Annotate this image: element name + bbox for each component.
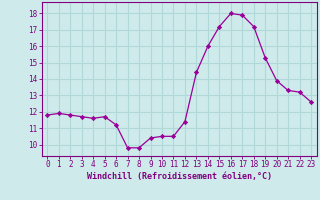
X-axis label: Windchill (Refroidissement éolien,°C): Windchill (Refroidissement éolien,°C) xyxy=(87,172,272,181)
